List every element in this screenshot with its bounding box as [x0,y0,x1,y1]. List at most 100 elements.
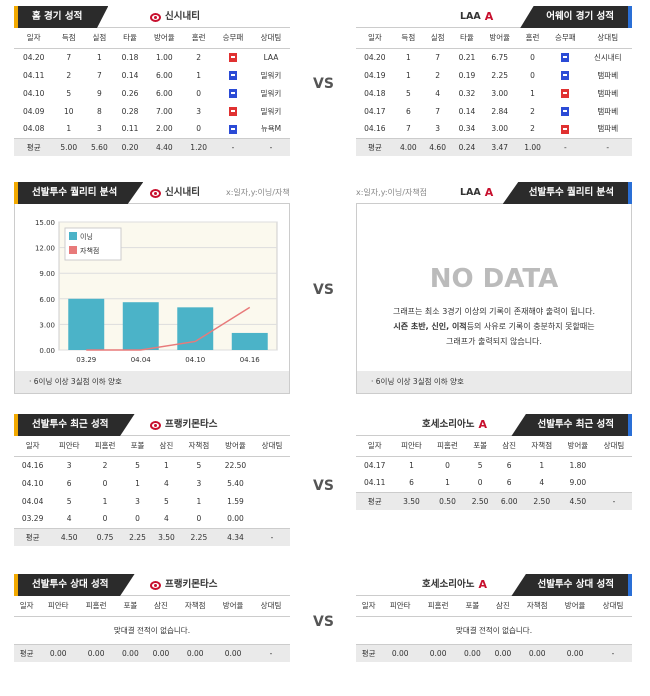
table-cell: 1 [409,460,414,470]
table-row: 04.08 1 3 0.11 2.00 0 뉴욕M [14,120,290,138]
table-cell: 0.21 [458,52,476,62]
table-cell [596,456,632,474]
table-cell: 04.16 [21,460,44,470]
table-cell [214,102,252,120]
legend-label-innings: 이닝 [80,232,93,241]
table-cell: 2 [196,52,202,62]
table-cell: 0.19 [458,70,476,80]
table-cell: 탬파베 [597,88,619,98]
table-cell: 0.32 [458,88,476,98]
table-cell: 0.34 [458,124,476,134]
table-cell: 6.00 [155,70,173,80]
table-cell: 7 [66,52,72,62]
column-header: 상대팀 [254,436,290,457]
column-header: 피안타 [51,436,88,457]
average-cell: 2.25 [123,527,152,546]
legend-label-earned-runs: 자책점 [80,246,99,255]
average-cell: 0.00 [487,643,519,662]
legend-swatch-earned-runs [69,246,77,254]
away-quality-team: LAA A [460,182,493,204]
table-cell: 1 [445,478,450,488]
table-cell [254,474,290,492]
average-cell: 3.50 [151,527,181,546]
column-header: 자책점 [518,596,557,617]
home-recent-header: 선발투수 최근 성적 프랭키몬타스 [14,414,290,436]
average-cell: 평균 [14,643,40,662]
table-cell: 03.29 [21,514,44,524]
table-cell [214,66,252,84]
average-cell: 평균 [356,491,394,510]
column-header: 실점 [422,28,453,49]
column-header: 득점 [53,28,85,49]
column-header: 삼진 [494,436,524,457]
table-row: 03.29 4 0 0 4 0 0.00 [14,510,290,528]
column-header: 삼진 [151,436,181,457]
table-cell: 1 [539,460,545,470]
table-cell: 0.14 [121,70,139,80]
vs-label-2: VS [313,282,334,298]
table-cell: 04.17 [363,460,386,470]
column-header: 홈런 [183,28,214,49]
no-data-line-3: 그래프가 출력되지 않습니다. [446,337,542,346]
away-vs-table: 일자 피안타 피홈런 포볼 삼진 자책점 방어율 상대팀 맞대결 전적이 없습니다. 평균 0.00… [356,596,632,662]
average-row: 평균 4.50 0.75 2.25 3.50 2.25 4.34- [14,527,290,546]
column-header: 일자 [14,436,52,457]
table-cell: 탬파베 [597,106,619,116]
average-cell: 4.50 [51,527,88,546]
average-cell: 평균 [356,643,382,662]
empty-row: 맞대결 전적이 없습니다. [356,616,632,644]
win-badge-icon [561,53,570,62]
away-recent-team: 호세소리아노 A [422,414,487,436]
average-cell: 4.00 [393,137,423,156]
y-tick-label: 0.00 [39,347,55,355]
win-badge-icon [228,70,237,80]
table-cell: 1 [66,124,72,134]
away-record-table: 일자 득점 실점 타율 방어율 홈런 승무패 상대팀 04.20 1 7 0.21 6.75 0 신시내티 0… [356,28,632,156]
table-cell: 5 [135,460,140,470]
column-header: 피안타 [39,596,78,617]
average-cell: 3.50 [393,491,430,510]
table-cell [547,48,583,66]
loss-badge-icon [228,53,237,62]
quality-chart-box: 15.00 12.00 9.00 6.00 3.00 0.00 03.29 04.04 04.1… [14,204,290,394]
column-header: 홈런 [517,28,548,49]
away-vs-team: 호세소리아노 A [422,574,487,596]
away-record-header: LAA A 어웨이 경기 성적 [356,6,632,28]
bar-innings [68,298,105,350]
table-cell: 1 [96,52,102,62]
table-cell: 7 [435,52,441,62]
home-quality-team: 신시내티 [150,182,200,204]
column-header: 방어율 [481,28,518,49]
average-cell: 6.00 [494,491,524,510]
average-cell: 4.40 [145,137,184,156]
away-recent-panel: 호세소리아노 A 선발투수 최근 성적 일자 피안타 피홈런 포볼 삼진 자책점 방어율 상대팀… [356,414,632,510]
table-cell: 0 [196,514,202,524]
home-vs-tab: 선발투수 상대 성적 [14,574,135,596]
table-cell: 04.20 [364,52,386,62]
table-cell: 6.00 [155,88,173,98]
x-tick-label: 04.16 [240,356,261,364]
home-vs-pitcher: 프랭키몬타스 [165,579,218,590]
home-quality-footnote: · 6이닝 이상 3실점 이하 양호 [15,371,289,393]
vs-label-3: VS [313,478,334,494]
table-row: 04.04 5 1 3 5 1 1.59 [14,492,290,510]
average-cell: - [252,643,290,662]
table-cell: 밀워키 [260,70,282,80]
average-cell: 0.00 [556,643,595,662]
home-team-name: 신시내티 [165,11,200,22]
column-header: 상대팀 [583,28,632,49]
column-header: 타율 [114,28,146,49]
average-cell: 0.00 [381,643,420,662]
y-tick-label: 3.00 [39,321,55,329]
average-cell: 평균 [14,527,52,546]
column-header: 방어율 [145,28,184,49]
average-cell: - [251,137,290,156]
column-header: 방어율 [559,436,596,457]
table-cell: 1 [405,70,411,80]
loss-badge-icon [561,88,570,98]
average-cell: 4.34 [216,527,255,546]
column-header: 상대팀 [594,596,632,617]
average-cell: - [254,527,290,546]
table-row: 04.18 5 4 0.32 3.00 1 탬파베 [356,84,632,102]
table-cell: 0.00 [227,514,244,524]
